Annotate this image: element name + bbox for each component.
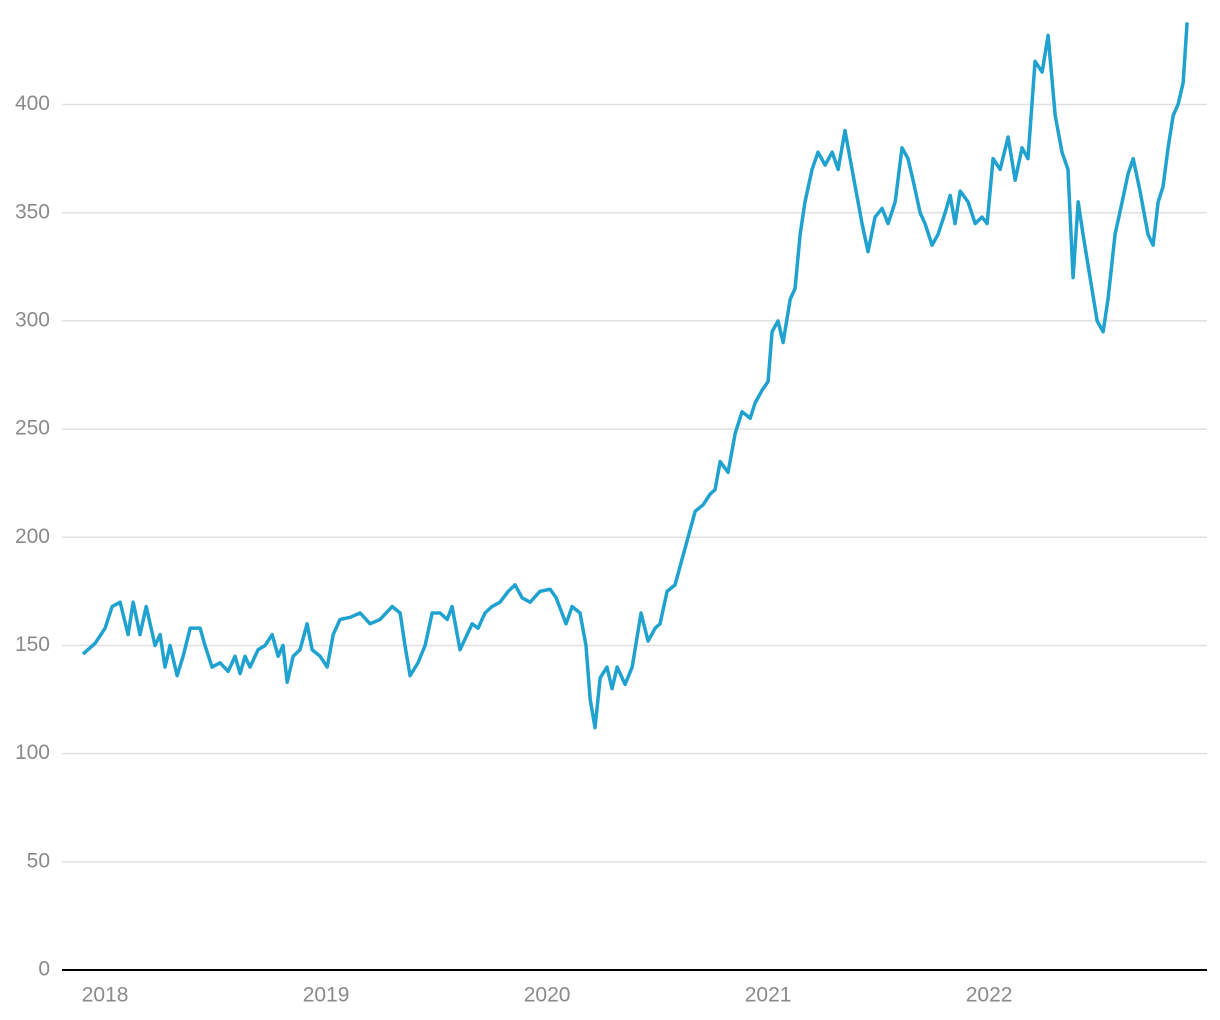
y-tick-label: 150 [15,633,50,656]
y-tick-label: 0 [38,958,50,981]
y-tick-label: 400 [15,92,50,115]
y-tick-label: 250 [15,417,50,440]
price-line [81,22,1189,730]
y-tick-label: 100 [15,741,50,764]
y-tick-label: 50 [27,849,50,872]
y-tick-label: 200 [15,525,50,548]
x-tick-label: 2018 [82,984,129,1007]
x-tick-label: 2019 [303,984,350,1007]
y-tick-label: 300 [15,308,50,331]
y-tick-label: 350 [15,200,50,223]
x-tick-label: 2022 [966,984,1013,1007]
x-tick-label: 2021 [745,984,792,1007]
x-tick-label: 2020 [524,984,571,1007]
